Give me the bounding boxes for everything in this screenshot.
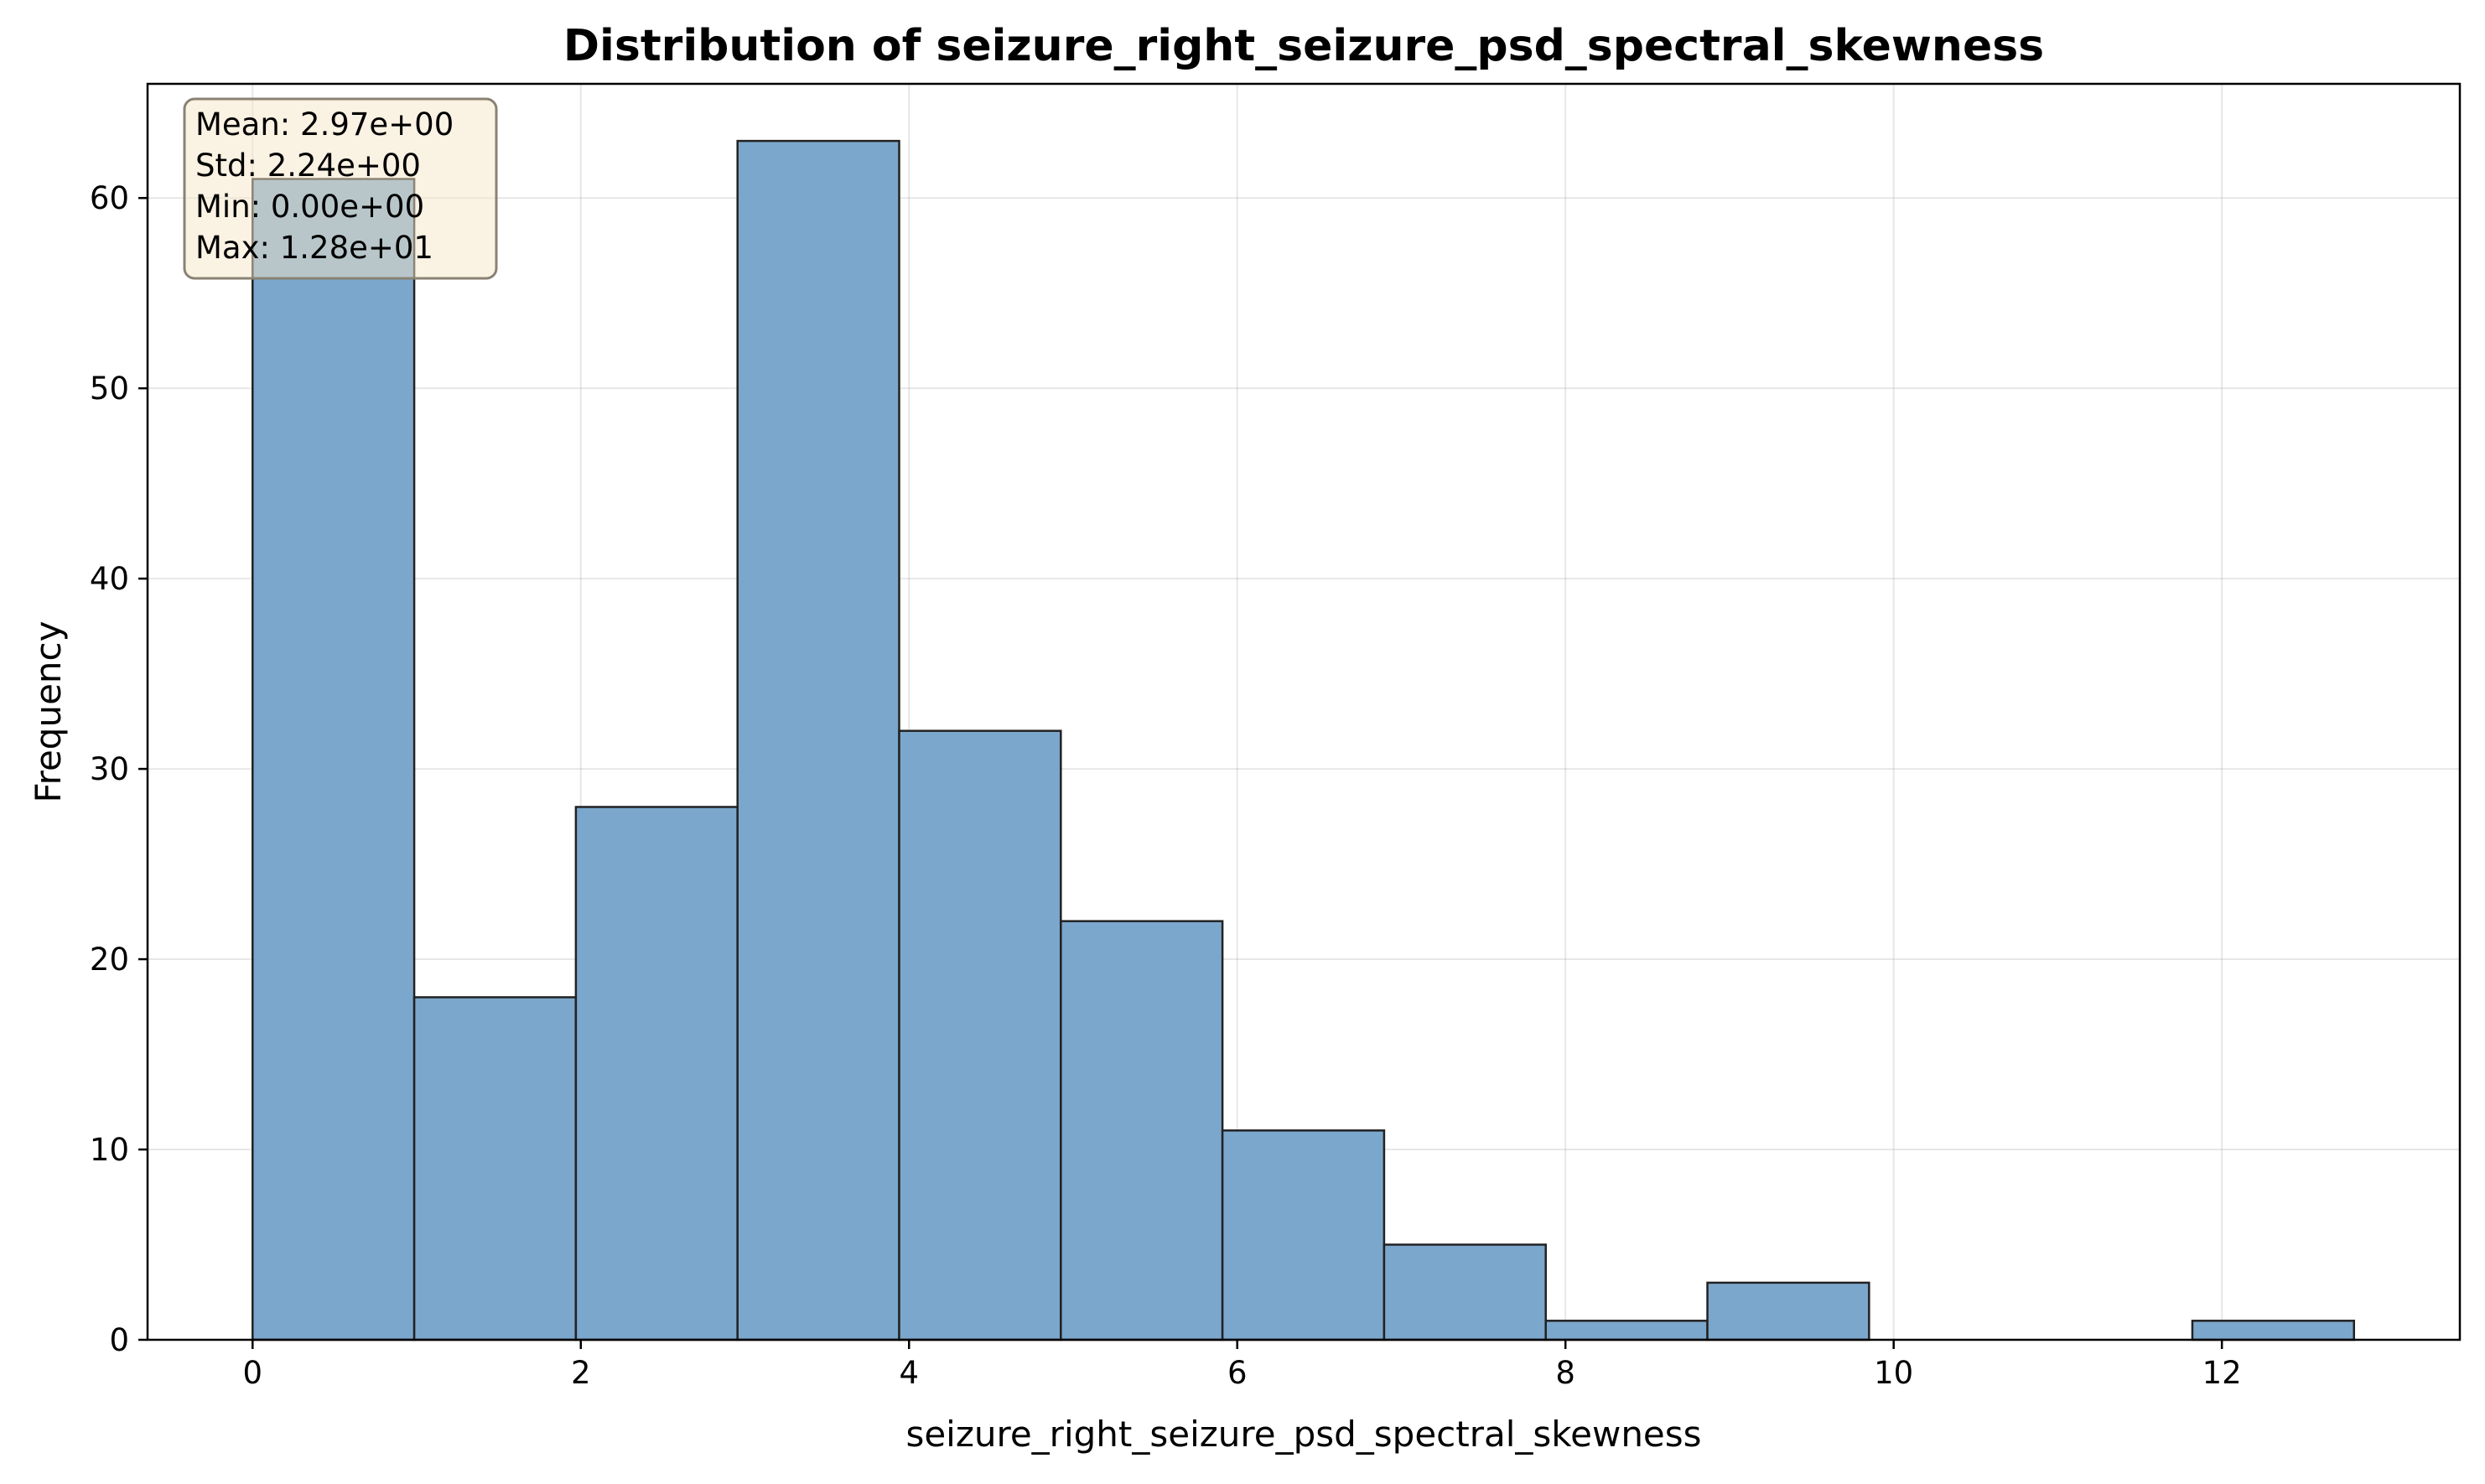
- bars: [252, 139, 2355, 1341]
- plot-frame: [146, 82, 2462, 1341]
- stats-line: Max: 1.28e+01: [195, 230, 433, 266]
- x-tick-label: 4: [899, 1355, 919, 1391]
- y-tick-label: 60: [90, 180, 129, 216]
- histogram-bar: [736, 139, 900, 1341]
- y-tick-label: 20: [90, 942, 129, 978]
- histogram-bar: [1060, 920, 1224, 1341]
- stats-line: Min: 0.00e+00: [195, 189, 424, 225]
- histogram-bar: [1383, 1243, 1547, 1341]
- y-tick-label: 40: [90, 561, 129, 597]
- axis-ticks: 0 2 4 6 8 10 12 0 10 20 30 40 50 60: [90, 180, 2242, 1391]
- x-tick-label: 12: [2202, 1355, 2242, 1391]
- y-tick-label: 50: [90, 371, 129, 407]
- x-tick-label: 2: [571, 1355, 591, 1391]
- x-tick-label: 0: [243, 1355, 263, 1391]
- x-tick-label: 10: [1874, 1355, 1913, 1391]
- histogram-bar: [2191, 1320, 2355, 1341]
- x-tick-label: 6: [1227, 1355, 1248, 1391]
- x-tick-label: 8: [1555, 1355, 1575, 1391]
- x-axis-label: seizure_right_seizure_psd_spectral_skewn…: [905, 1414, 1701, 1455]
- stats-box-frame: [183, 97, 498, 280]
- stats-line: Mean: 2.97e+00: [195, 106, 454, 143]
- y-axis-label: Frequency: [28, 621, 69, 803]
- stats-box: Mean: 2.97e+00 Std: 2.24e+00 Min: 0.00e+00…: [183, 97, 498, 280]
- y-tick-label: 30: [90, 751, 129, 787]
- y-tick-label: 0: [109, 1322, 129, 1358]
- histogram-bar: [1544, 1320, 1709, 1341]
- histogram-bar: [1706, 1281, 1870, 1341]
- histogram-bar: [252, 178, 416, 1341]
- histogram-bar: [1221, 1129, 1386, 1341]
- histogram-bar: [898, 729, 1062, 1341]
- y-tick-label: 10: [90, 1132, 129, 1168]
- histogram-bar: [412, 996, 578, 1341]
- stats-line: Std: 2.24e+00: [195, 148, 421, 184]
- histogram-bar: [574, 806, 739, 1341]
- chart-title: Distribution of seizure_right_seizure_ps…: [563, 21, 2044, 71]
